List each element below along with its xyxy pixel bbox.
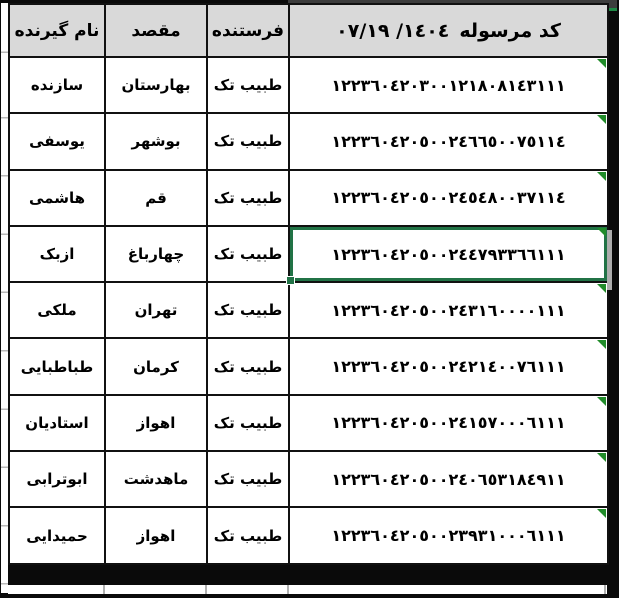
cell-corner-indicator-icon: [597, 396, 606, 406]
sender-cell[interactable]: طبیب تک: [206, 224, 290, 284]
header-code-wrap: کد مرسوله ١٤٠٤/ ٠٧/١٩: [290, 20, 607, 42]
destination-cell[interactable]: بهارستان: [104, 55, 208, 115]
shipment-table: نام گیرنده مقصد فرستنده کد مرسوله ١٤٠٤/ …: [8, 3, 609, 565]
sender-cell[interactable]: طبیب تک: [206, 55, 290, 115]
gridline-stub: [604, 585, 606, 594]
header-code-label: کد مرسوله: [459, 19, 561, 42]
recipient-cell[interactable]: یوسفی: [8, 112, 106, 171]
sender-cell[interactable]: طبیب تک: [206, 393, 290, 453]
code-cell[interactable]: ١٢٢٣٦٠٤٢٠٥٠٠٢٤٤٧٩٣٣٦٦١١١: [286, 224, 609, 286]
recipient-cell[interactable]: سازنده: [8, 55, 106, 115]
destination-cell[interactable]: اهواز: [104, 506, 208, 565]
cell-corner-indicator-icon: [597, 453, 606, 463]
code-cell[interactable]: ١٢٢٣٦٠٤٢٠٥٠٠٢٤٢١٤٠٠٧٦١١١: [288, 337, 609, 396]
recipient-cell[interactable]: هاشمی: [8, 168, 106, 227]
selected-row-marker: [607, 229, 612, 290]
destination-cell[interactable]: ماهدشت: [104, 450, 208, 509]
sender-cell[interactable]: طبیب تک: [206, 112, 290, 171]
recipient-cell[interactable]: ازبک: [8, 224, 106, 284]
sender-cell[interactable]: طبیب تک: [206, 450, 290, 509]
fill-handle[interactable]: [286, 276, 295, 286]
destination-cell[interactable]: بوشهر: [104, 112, 208, 171]
adjacent-column-sliver: [1, 3, 8, 593]
destination-cell[interactable]: قم: [104, 168, 208, 227]
tracking-code: ١٢٢٣٦٠٤٢٠٥٠٠٢٤٦٦٥٠٠٧٥١١٤: [331, 131, 566, 151]
cell-corner-indicator-icon: [597, 340, 606, 350]
gridline-stub: [103, 585, 105, 594]
code-cell[interactable]: ١٢٢٣٦٠٤٢٠٣٠٠١٢١٨٠٨١٤٣١١١: [288, 55, 609, 115]
table-row: ابوترابی ماهدشت طبیب تک ١٢٢٣٦٠٤٢٠٥٠٠٢٤٠٦…: [8, 450, 609, 509]
table-row: استادیان اهواز طبیب تک ١٢٢٣٦٠٤٢٠٥٠٠٢٤١٥٧…: [8, 393, 609, 453]
cell-corner-indicator-icon: [597, 171, 606, 181]
table-body: سازنده بهارستان طبیب تک ١٢٢٣٦٠٤٢٠٣٠٠١٢١٨…: [8, 55, 609, 565]
tracking-code: ١٢٢٣٦٠٤٢٠٥٠٠٢٣٩٣١٠٠٠٦١١١: [331, 526, 566, 546]
partial-next-row[interactable]: [8, 585, 607, 594]
cell-corner-indicator-icon: [597, 227, 606, 237]
sender-cell[interactable]: طبیب تک: [206, 281, 290, 340]
cell-corner-indicator-icon: [597, 509, 606, 519]
destination-cell[interactable]: تهران: [104, 281, 208, 340]
cell-corner-indicator-icon: [597, 284, 606, 294]
table-row: طباطبایی کرمان طبیب تک ١٢٢٣٦٠٤٢٠٥٠٠٢٤٢١٤…: [8, 337, 609, 396]
header-code[interactable]: کد مرسوله ١٤٠٤/ ٠٧/١٩: [288, 3, 609, 58]
code-cell[interactable]: ١٢٢٣٦٠٤٢٠٥٠٠٢٤٥٤٨٠٠٣٧١١٤: [288, 168, 609, 227]
recipient-cell[interactable]: حمیدایی: [8, 506, 106, 565]
code-cell[interactable]: ١٢٢٣٦٠٤٢٠٥٠٠٢٣٩٣١٠٠٠٦١١١: [288, 506, 609, 565]
tracking-code: ١٢٢٣٦٠٤٢٠٣٠٠١٢١٨٠٨١٤٣١١١: [331, 75, 566, 95]
code-cell[interactable]: ١٢٢٣٦٠٤٢٠٥٠٠٢٤١٥٧٠٠٠٦١١١: [288, 393, 609, 453]
tracking-code: ١٢٢٣٦٠٤٢٠٥٠٠٢٤٤٧٩٣٣٦٦١١١: [331, 244, 566, 264]
header-sender[interactable]: فرستنده: [206, 3, 290, 58]
code-cell[interactable]: ١٢٢٣٦٠٤٢٠٥٠٠٢٤٠٦٥٣١٨٤٩١١: [288, 450, 609, 509]
sender-cell[interactable]: طبیب تک: [206, 337, 290, 396]
gridline-stub: [205, 585, 207, 594]
recipient-cell[interactable]: ملکی: [8, 281, 106, 340]
recipient-cell[interactable]: ابوترابی: [8, 450, 106, 509]
table-row: حمیدایی اهواز طبیب تک ١٢٢٣٦٠٤٢٠٥٠٠٢٣٩٣١٠…: [8, 506, 609, 565]
tracking-code: ١٢٢٣٦٠٤٢٠٥٠٠٢٤٣١٦٠٠٠٠١١١: [331, 300, 566, 320]
header-recipient[interactable]: نام گیرنده: [8, 3, 106, 58]
table-row: ازبک چهارباغ طبیب تک ١٢٢٣٦٠٤٢٠٥٠٠٢٤٤٧٩٣٣…: [8, 224, 609, 286]
destination-cell[interactable]: اهواز: [104, 393, 208, 453]
sender-cell[interactable]: طبیب تک: [206, 168, 290, 227]
table-row: یوسفی بوشهر طبیب تک ١٢٢٣٦٠٤٢٠٥٠٠٢٤٦٦٥٠٠٧…: [8, 112, 609, 171]
destination-cell[interactable]: کرمان: [104, 337, 208, 396]
tracking-code: ١٢٢٣٦٠٤٢٠٥٠٠٢٤٢١٤٠٠٧٦١١١: [331, 357, 566, 377]
recipient-cell[interactable]: طباطبایی: [8, 337, 106, 396]
recipient-cell[interactable]: استادیان: [8, 393, 106, 453]
header-destination[interactable]: مقصد: [104, 3, 208, 58]
code-cell[interactable]: ١٢٢٣٦٠٤٢٠٥٠٠٢٤٦٦٥٠٠٧٥١١٤: [288, 112, 609, 171]
table-row: سازنده بهارستان طبیب تک ١٢٢٣٦٠٤٢٠٣٠٠١٢١٨…: [8, 55, 609, 115]
header-row: نام گیرنده مقصد فرستنده کد مرسوله ١٤٠٤/ …: [8, 3, 609, 58]
gridline-stub: [287, 585, 289, 594]
tracking-code: ١٢٢٣٦٠٤٢٠٥٠٠٢٤٥٤٨٠٠٣٧١١٤: [331, 188, 566, 208]
table-row: ملکی تهران طبیب تک ١٢٢٣٦٠٤٢٠٥٠٠٢٤٣١٦٠٠٠٠…: [8, 281, 609, 340]
code-cell[interactable]: ١٢٢٣٦٠٤٢٠٥٠٠٢٤٣١٦٠٠٠٠١١١: [288, 281, 609, 340]
tracking-code: ١٢٢٣٦٠٤٢٠٥٠٠٢٤١٥٧٠٠٠٦١١١: [331, 413, 566, 433]
table-row: هاشمی قم طبیب تک ١٢٢٣٦٠٤٢٠٥٠٠٢٤٥٤٨٠٠٣٧١١…: [8, 168, 609, 227]
cell-corner-indicator-icon: [597, 59, 606, 68]
header-code-date: ١٤٠٤/ ٠٧/١٩: [336, 19, 450, 42]
destination-cell[interactable]: چهارباغ: [104, 224, 208, 284]
sender-cell[interactable]: طبیب تک: [206, 506, 290, 565]
tracking-code: ١٢٢٣٦٠٤٢٠٥٠٠٢٤٠٦٥٣١٨٤٩١١: [331, 469, 566, 489]
cell-corner-indicator-icon: [597, 115, 606, 125]
